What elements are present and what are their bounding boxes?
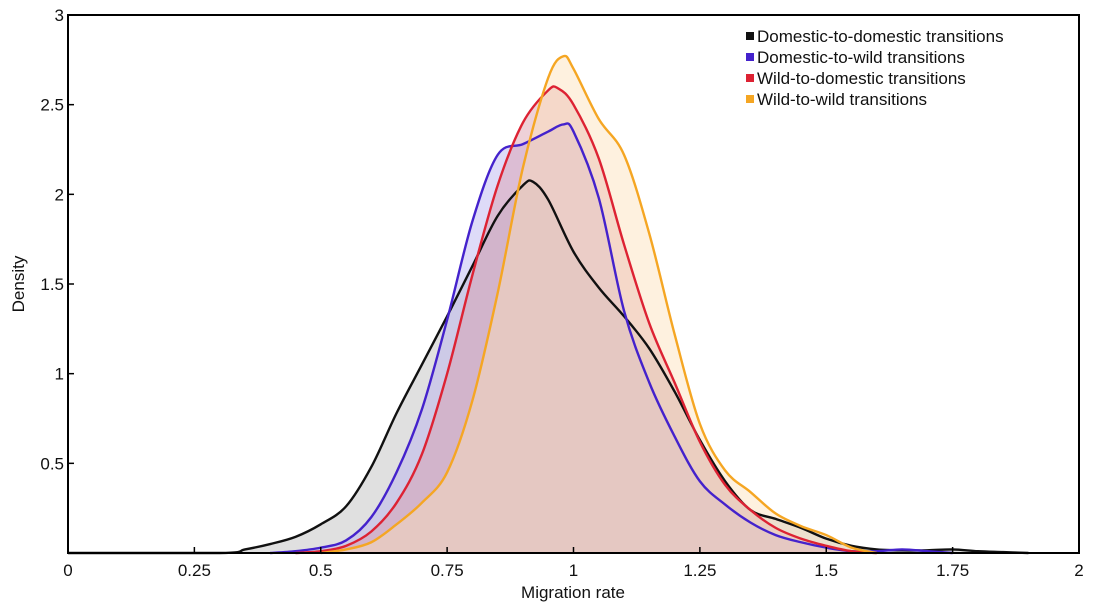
x-tick-label: 1.5	[814, 561, 838, 580]
x-tick-label: 0.5	[309, 561, 333, 580]
x-tick-label: 2	[1074, 561, 1083, 580]
series-area-0	[68, 180, 1029, 554]
density-lines	[68, 54, 1029, 555]
y-tick-label: 1	[55, 365, 64, 384]
x-tick-label: 0	[63, 561, 72, 580]
legend-swatch	[746, 95, 754, 103]
x-tick-label: 1.25	[683, 561, 716, 580]
legend-swatch	[746, 53, 754, 61]
x-axis-ticks: 0 0.25 0.5 0.75 1 1.25 1.5 1.75 2	[63, 547, 1084, 580]
x-axis-title: Migration rate	[521, 583, 625, 602]
x-tick-label: 1.75	[936, 561, 969, 580]
y-tick-label: 2	[55, 185, 64, 204]
density-areas	[68, 55, 1029, 554]
x-tick-label: 0.25	[178, 561, 211, 580]
y-tick-label: 0.5	[40, 454, 64, 473]
series-line-2	[295, 85, 877, 555]
legend-label: Domestic-to-wild transitions	[757, 48, 965, 67]
series-area-2	[295, 86, 877, 553]
y-tick-label: 1.5	[40, 275, 64, 294]
series-line-3	[320, 54, 878, 555]
legend-label: Domestic-to-domestic transitions	[757, 27, 1004, 46]
y-tick-label: 3	[55, 6, 64, 25]
legend-label: Wild-to-wild transitions	[757, 90, 927, 109]
x-tick-label: 1	[569, 561, 578, 580]
x-tick-label: 0.75	[431, 561, 464, 580]
series-area-1	[270, 123, 953, 553]
legend: Domestic-to-domestic transitions Domestic…	[746, 27, 1004, 109]
legend-label: Wild-to-domestic transitions	[757, 69, 966, 88]
y-axis-ticks: 0.5 1 1.5 2 2.5 3	[40, 6, 74, 473]
y-tick-label: 2.5	[40, 96, 64, 115]
y-axis-title: Density	[9, 255, 28, 312]
series-line-1	[270, 122, 953, 555]
legend-swatch	[746, 74, 754, 82]
series-area-3	[320, 55, 877, 554]
legend-swatch	[746, 32, 754, 40]
